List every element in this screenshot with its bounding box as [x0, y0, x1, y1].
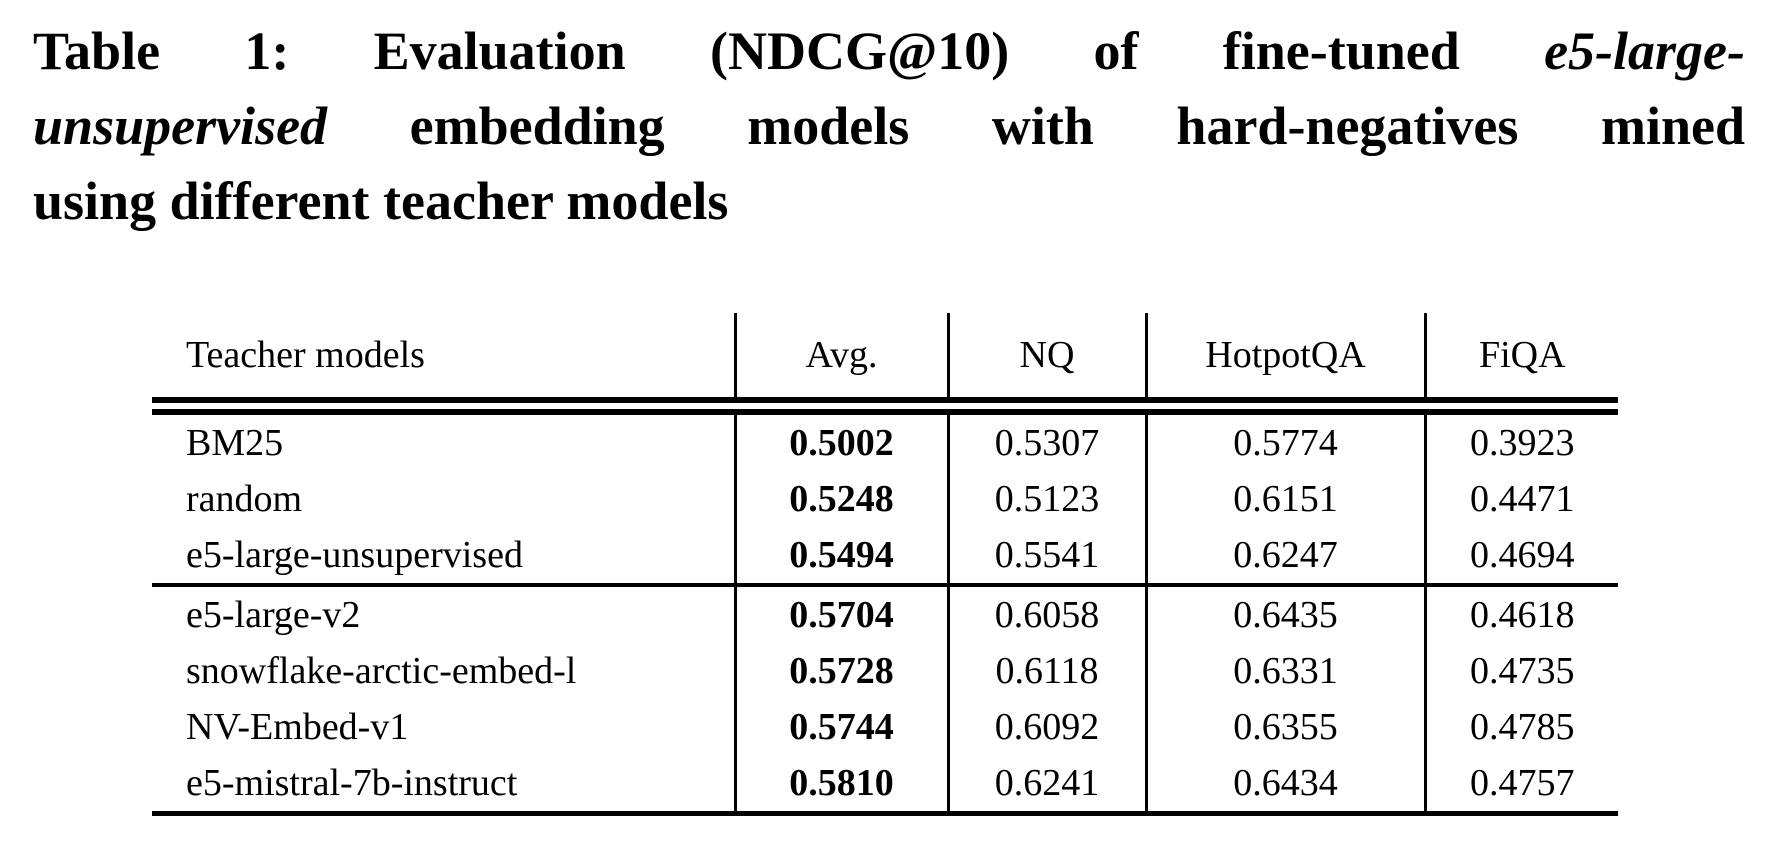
nq-cell: 0.5307	[946, 406, 1146, 471]
hotpotqa-cell: 0.6247	[1144, 527, 1425, 587]
col-header-fiqa: FiQA	[1423, 313, 1618, 415]
header-row: Teacher models Avg. NQ HotpotQA FiQA	[152, 313, 1618, 415]
fiqa-cell: 0.4618	[1423, 585, 1618, 643]
nq-cell: 0.6092	[946, 699, 1146, 755]
avg-cell: 0.5704	[733, 585, 948, 643]
caption-line-3: using different teacher models	[33, 164, 1745, 239]
fiqa-cell: 0.4757	[1423, 755, 1618, 816]
table-row: e5-large-v2 0.5704 0.6058 0.6435 0.4618	[152, 585, 1618, 643]
caption-model-name-italic: unsupervised	[33, 96, 328, 156]
fiqa-cell: 0.4471	[1423, 471, 1618, 527]
caption-line-2: unsupervised embedding models with hard-…	[33, 89, 1745, 164]
col-header-nq: NQ	[946, 313, 1146, 415]
col-header-avg: Avg.	[733, 313, 948, 415]
fiqa-cell: 0.4694	[1423, 527, 1618, 587]
nq-cell: 0.6058	[946, 585, 1146, 643]
teacher-model-cell: BM25	[186, 422, 284, 464]
caption-text: using different teacher models	[33, 171, 729, 231]
hotpotqa-cell: 0.5774	[1144, 406, 1425, 471]
table-row: snowflake-arctic-embed-l 0.5728 0.6118 0…	[152, 643, 1618, 699]
table-row: e5-mistral-7b-instruct 0.5810 0.6241 0.6…	[152, 755, 1618, 816]
caption-line-1: Table 1: Evaluation (NDCG@10) of fine-tu…	[33, 14, 1745, 89]
table-row: random 0.5248 0.5123 0.6151 0.4471	[152, 471, 1618, 527]
fiqa-cell: 0.4735	[1423, 643, 1618, 699]
avg-cell: 0.5494	[733, 527, 948, 587]
col-header-hotpotqa: HotpotQA	[1144, 313, 1425, 415]
teacher-model-cell: e5-large-unsupervised	[152, 527, 735, 587]
avg-cell: 0.5728	[733, 643, 948, 699]
hotpotqa-cell: 0.6151	[1144, 471, 1425, 527]
table-row: NV-Embed-v1 0.5744 0.6092 0.6355 0.4785	[152, 699, 1618, 755]
hotpotqa-cell: 0.6434	[1144, 755, 1425, 816]
hotpotqa-cell: 0.6331	[1144, 643, 1425, 699]
teacher-model-cell: NV-Embed-v1	[186, 706, 409, 748]
avg-cell: 0.5744	[733, 699, 948, 755]
table-row: BM25 0.5002 0.5307 0.5774 0.3923	[152, 406, 1618, 471]
teacher-model-cell: random	[186, 478, 303, 520]
teacher-model-cell: e5-large-v2	[186, 594, 361, 636]
table-row: e5-large-unsupervised 0.5494 0.5541 0.62…	[152, 527, 1618, 587]
caption-text: embedding models with hard-negatives min…	[327, 96, 1745, 156]
fiqa-cell: 0.3923	[1423, 406, 1618, 471]
caption-text: Table 1: Evaluation (NDCG@10) of fine-tu…	[33, 21, 1545, 81]
teacher-model-cell: snowflake-arctic-embed-l	[186, 650, 577, 692]
avg-cell: 0.5810	[733, 755, 948, 816]
results-table: Teacher models Avg. NQ HotpotQA FiQA BM2…	[152, 313, 1618, 816]
fiqa-cell: 0.4785	[1423, 699, 1618, 755]
nq-cell: 0.6241	[946, 755, 1146, 816]
col-header-teacher-models: Teacher models	[152, 313, 735, 415]
avg-cell: 0.5248	[733, 471, 948, 527]
table-caption: Table 1: Evaluation (NDCG@10) of fine-tu…	[33, 14, 1745, 239]
caption-model-name-italic: e5-large-	[1544, 21, 1745, 81]
teacher-model-cell: e5-mistral-7b-instruct	[152, 755, 735, 816]
nq-cell: 0.5123	[946, 471, 1146, 527]
hotpotqa-cell: 0.6435	[1144, 585, 1425, 643]
hotpotqa-cell: 0.6355	[1144, 699, 1425, 755]
nq-cell: 0.5541	[946, 527, 1146, 587]
nq-cell: 0.6118	[946, 643, 1146, 699]
avg-cell: 0.5002	[733, 406, 948, 471]
